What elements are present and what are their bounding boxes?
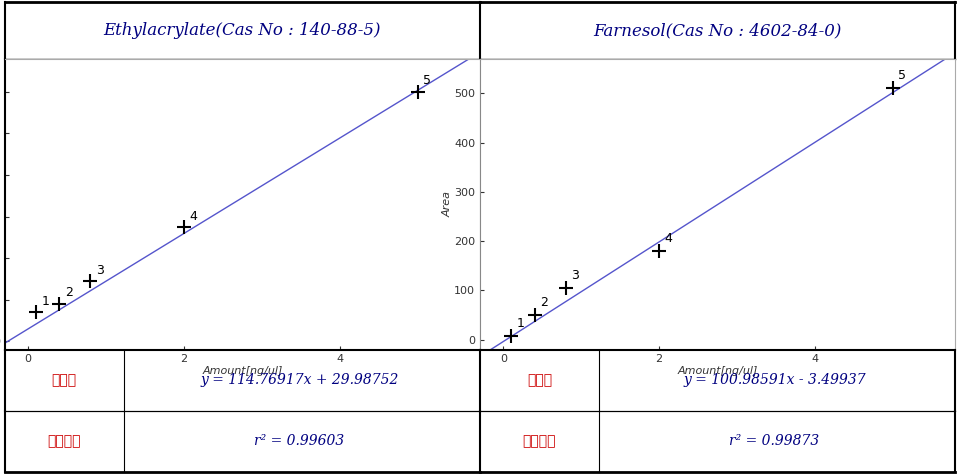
Point: [410, 88, 425, 96]
Text: 2: 2: [64, 286, 73, 300]
Text: 3: 3: [96, 264, 104, 276]
Point: [52, 300, 67, 308]
Text: 상관계수: 상관계수: [47, 434, 81, 448]
Text: 3: 3: [571, 269, 579, 282]
Point: [885, 84, 900, 92]
Text: y = 114.76917x + 29.98752: y = 114.76917x + 29.98752: [201, 373, 398, 387]
Point: [503, 333, 518, 340]
X-axis label: Amount[ng/ul]: Amount[ng/ul]: [203, 366, 282, 376]
Text: 5: 5: [423, 74, 431, 87]
Point: [558, 284, 573, 292]
Point: [177, 223, 192, 231]
Point: [527, 311, 542, 319]
Text: 회귀식: 회귀식: [52, 373, 77, 387]
Point: [652, 247, 667, 255]
Text: Ethylacrylate(Cas No : 140-88-5): Ethylacrylate(Cas No : 140-88-5): [104, 22, 381, 39]
X-axis label: Amount[ng/ul]: Amount[ng/ul]: [678, 366, 757, 376]
Text: 4: 4: [189, 210, 198, 222]
Text: r² = 0.99603: r² = 0.99603: [254, 434, 345, 448]
Text: 1: 1: [41, 295, 49, 308]
Point: [28, 309, 43, 316]
Text: 1: 1: [516, 318, 524, 330]
Text: r² = 0.99873: r² = 0.99873: [730, 434, 820, 448]
Text: 5: 5: [899, 69, 906, 82]
Point: [83, 277, 98, 285]
Text: 회귀식: 회귀식: [527, 373, 552, 387]
Text: y = 100.98591x - 3.49937: y = 100.98591x - 3.49937: [684, 373, 866, 387]
Text: 4: 4: [664, 232, 673, 245]
Y-axis label: Area: Area: [443, 191, 452, 217]
Text: 상관계수: 상관계수: [522, 434, 556, 448]
Text: 2: 2: [540, 296, 548, 309]
Text: Farnesol(Cas No : 4602-84-0): Farnesol(Cas No : 4602-84-0): [593, 22, 842, 39]
